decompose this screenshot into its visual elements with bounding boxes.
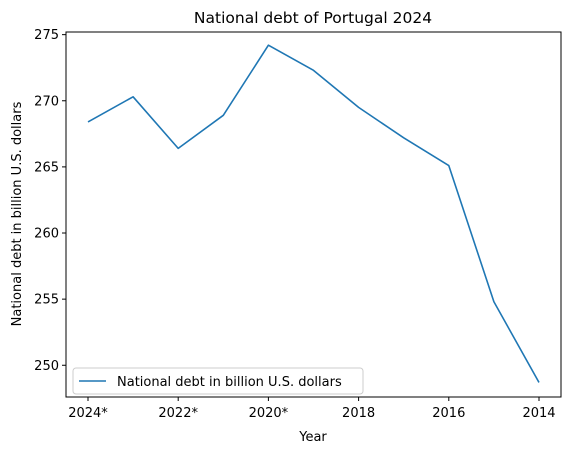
y-axis-label: National debt in billion U.S. dollars	[10, 101, 25, 326]
y-tick-label: 265	[34, 160, 59, 175]
x-axis: 2024* 2022* 2020* 2018 2016 2014	[68, 397, 556, 421]
x-tick-label: 2024*	[68, 406, 108, 421]
data-point-2019	[313, 69, 315, 71]
data-points	[87, 44, 540, 383]
x-tick-label: 2018	[342, 406, 375, 421]
data-point-2014	[538, 381, 540, 383]
x-axis-label: Year	[298, 430, 327, 445]
data-point-2016	[448, 165, 450, 167]
chart-title: National debt of Portugal 2024	[194, 9, 432, 27]
data-point-2021-est	[222, 114, 224, 116]
legend: National debt in billion U.S. dollars	[72, 367, 364, 395]
x-tick-label: 2014	[522, 406, 555, 421]
y-tick-label: 255	[34, 293, 59, 308]
data-point-2015	[493, 301, 495, 303]
data-point-2020-est	[267, 44, 269, 46]
x-tick-label: 2020*	[249, 406, 289, 421]
legend-box	[72, 367, 364, 395]
x-tick-label: 2016	[432, 406, 465, 421]
y-tick-label: 270	[34, 94, 59, 109]
data-point-2017	[403, 137, 405, 139]
y-tick-label: 260	[34, 227, 59, 242]
y-tick-label: 275	[34, 28, 59, 43]
y-axis: 250 255 260 265 270 275	[34, 28, 66, 374]
data-point-2018	[358, 106, 360, 108]
data-point-2023-est	[132, 96, 134, 98]
data-point-2022-est	[177, 147, 179, 149]
legend-label: National debt in billion U.S. dollars	[117, 375, 342, 390]
series-line-national-debt	[87, 44, 540, 383]
y-tick-label: 250	[34, 359, 59, 374]
x-tick-label: 2022*	[158, 406, 198, 421]
plot-area	[65, 31, 562, 398]
data-point-2024-est	[87, 121, 89, 123]
